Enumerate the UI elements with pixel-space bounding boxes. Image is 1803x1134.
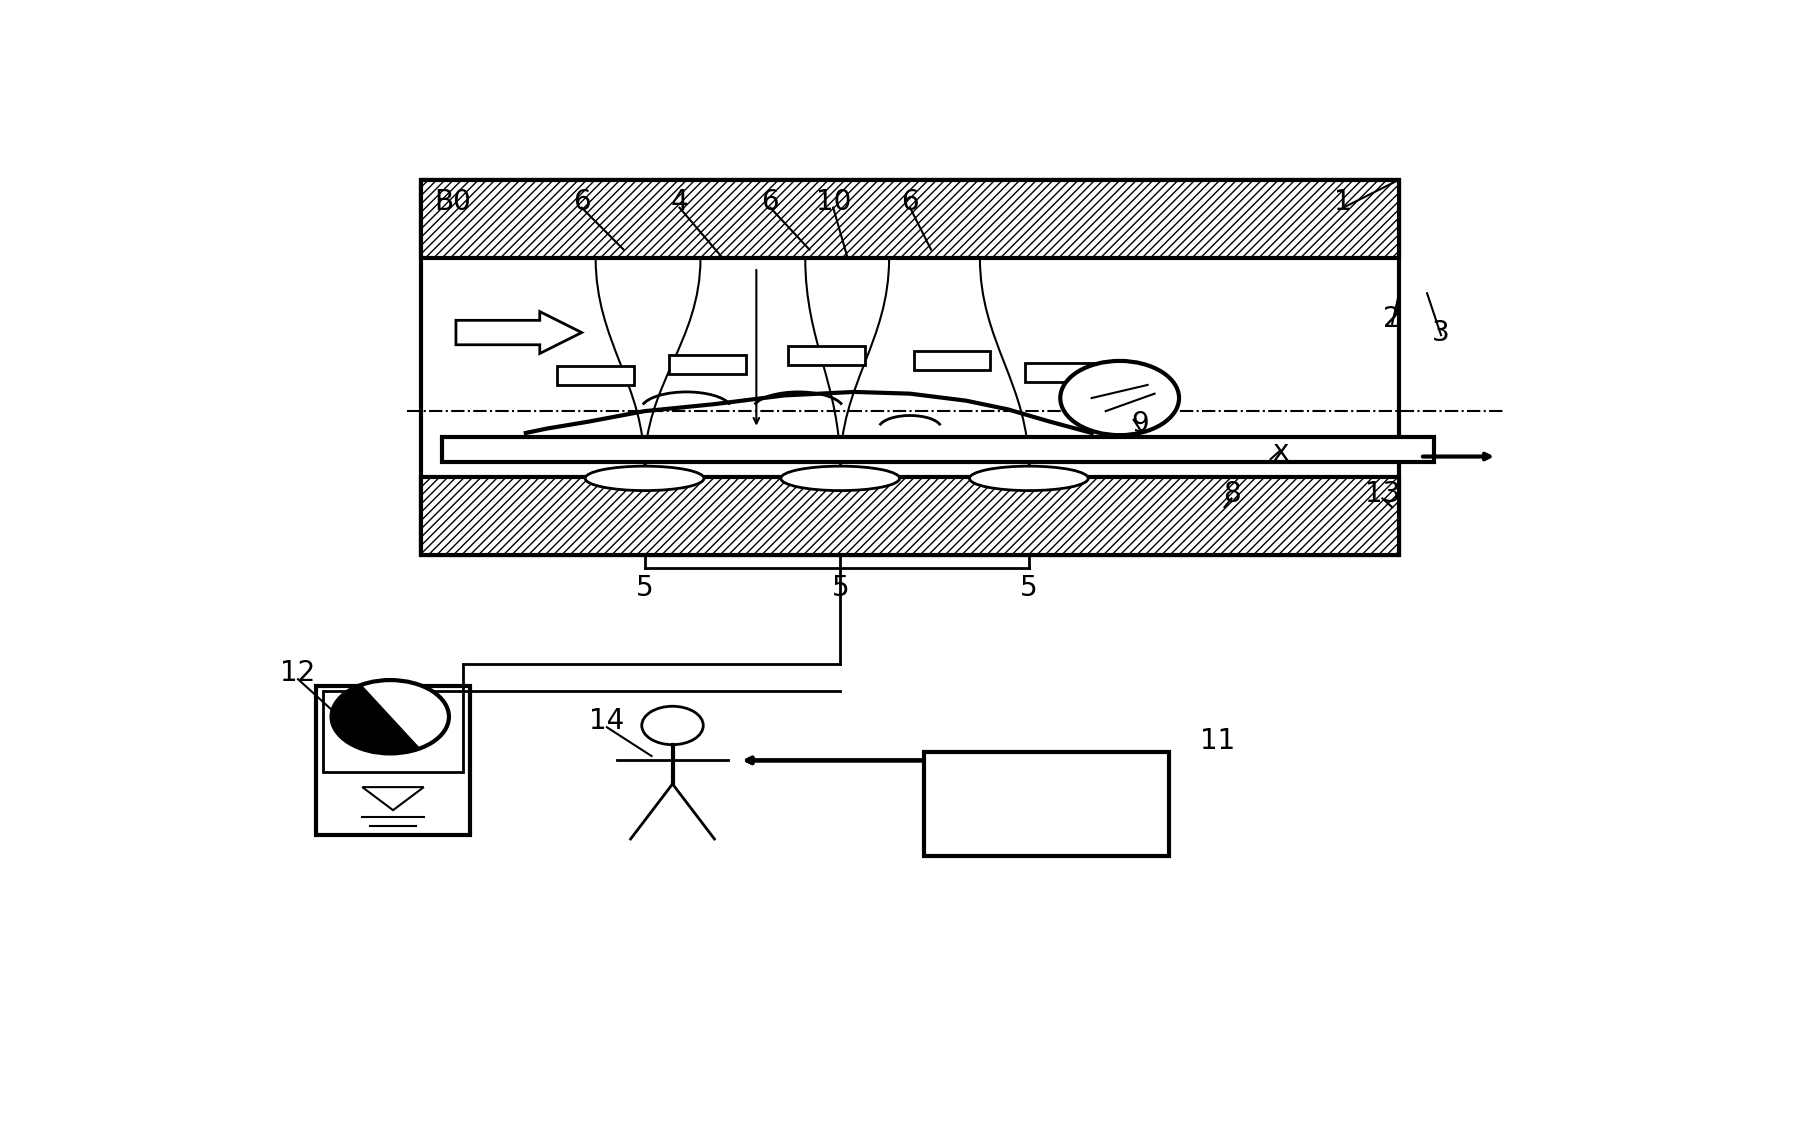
Text: 3: 3 (1432, 319, 1450, 347)
Text: 6: 6 (573, 187, 591, 215)
Bar (422, 180, 1399, 259)
Bar (422, 180, 1399, 556)
Text: 4: 4 (671, 187, 689, 215)
Ellipse shape (970, 466, 1089, 491)
Text: 5: 5 (636, 574, 653, 601)
Ellipse shape (781, 466, 900, 491)
Text: x: x (1273, 438, 1289, 466)
Text: 10: 10 (815, 187, 851, 215)
Text: 8: 8 (1222, 480, 1240, 508)
Text: 6: 6 (902, 187, 920, 215)
FancyArrow shape (456, 312, 582, 354)
Bar (914, 350, 990, 370)
Text: B0: B0 (435, 187, 472, 215)
Bar (442, 438, 1433, 462)
Bar (422, 476, 1399, 556)
Ellipse shape (586, 466, 703, 491)
Bar (925, 752, 1168, 856)
Text: 14: 14 (590, 708, 624, 735)
Text: 11: 11 (1199, 727, 1235, 755)
Text: 6: 6 (761, 187, 779, 215)
Polygon shape (332, 685, 420, 753)
Bar (669, 355, 746, 374)
Bar (788, 346, 865, 365)
Bar (1026, 363, 1102, 382)
Text: 9: 9 (1132, 411, 1150, 438)
Text: 12: 12 (281, 659, 316, 687)
Bar (316, 686, 471, 835)
Text: 5: 5 (1020, 574, 1039, 601)
Text: 13: 13 (1365, 480, 1401, 508)
Circle shape (332, 680, 449, 753)
Ellipse shape (1060, 361, 1179, 435)
Circle shape (642, 706, 703, 745)
Text: 2: 2 (1383, 305, 1401, 333)
Bar (557, 366, 635, 384)
Text: 1: 1 (1334, 187, 1352, 215)
Text: 5: 5 (831, 574, 849, 601)
Bar (323, 691, 463, 772)
